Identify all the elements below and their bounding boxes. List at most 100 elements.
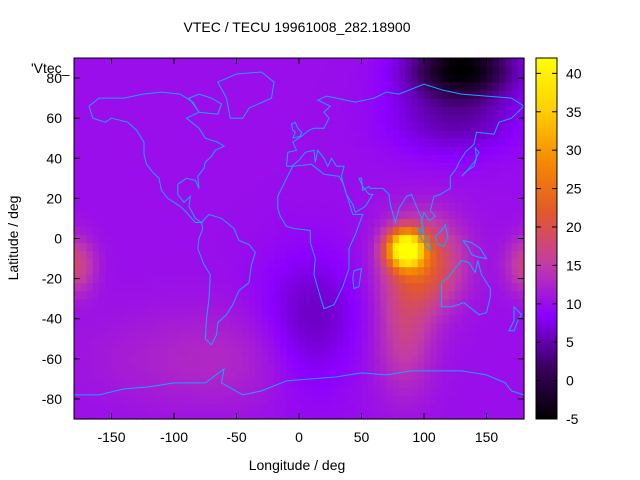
heatmap-cell: [286, 290, 294, 300]
heatmap-cell: [355, 362, 363, 372]
heatmap-cell: [255, 258, 263, 268]
heatmap-cell: [480, 178, 488, 187]
heatmap-cell: [230, 386, 238, 396]
heatmap-cell: [424, 362, 431, 372]
heatmap-cell: [392, 218, 400, 228]
heatmap-cell: [480, 210, 488, 220]
heatmap-cell: [236, 394, 244, 404]
heatmap-cell: [386, 114, 394, 123]
heatmap-cell: [317, 306, 325, 316]
heatmap-cell: [142, 298, 150, 308]
heatmap-cell: [424, 290, 431, 300]
heatmap-cell: [480, 330, 488, 340]
heatmap-cell: [99, 106, 106, 115]
heatmap-cell: [149, 186, 156, 195]
heatmap-cell: [99, 154, 106, 163]
heatmap-cell: [211, 138, 219, 147]
heatmap-cell: [130, 178, 138, 187]
heatmap-cell: [330, 98, 338, 107]
heatmap-cell: [467, 130, 475, 139]
heatmap-cell: [267, 378, 275, 388]
heatmap-cell: [411, 234, 419, 244]
heatmap-cell: [336, 298, 344, 308]
heatmap-cell: [161, 98, 169, 107]
heatmap-cell: [430, 250, 438, 260]
heatmap-cell: [499, 354, 506, 364]
heatmap-cell: [367, 274, 375, 284]
heatmap-cell: [205, 130, 213, 139]
heatmap-cell: [442, 154, 450, 163]
heatmap-cell: [211, 378, 219, 388]
heatmap-cell: [486, 362, 494, 372]
heatmap-cell: [280, 362, 288, 372]
heatmap-cell: [436, 66, 444, 75]
heatmap-cell: [405, 82, 413, 91]
heatmap-cell: [242, 138, 250, 147]
colorbar-gradient: [535, 57, 558, 420]
heatmap-cell: [130, 274, 138, 284]
heatmap-cell: [324, 194, 331, 203]
heatmap-cell: [386, 66, 394, 75]
heatmap-cell: [480, 106, 488, 115]
heatmap-cell: [430, 138, 438, 147]
heatmap-cell: [430, 306, 438, 316]
heatmap-cell: [405, 250, 413, 260]
heatmap-cell: [342, 106, 350, 115]
heatmap-cell: [349, 122, 356, 131]
heatmap-cell: [242, 306, 250, 316]
heatmap-cell: [367, 354, 375, 364]
heatmap-cell: [511, 218, 519, 228]
heatmap-cell: [192, 346, 200, 356]
heatmap-cell: [399, 282, 406, 292]
heatmap-cell: [411, 82, 419, 91]
heatmap-cell: [311, 82, 319, 91]
heatmap-cell: [274, 362, 281, 372]
heatmap-cell: [336, 194, 344, 203]
heatmap-cell: [161, 338, 169, 348]
heatmap-cell: [355, 82, 363, 91]
heatmap-cell: [480, 130, 488, 139]
heatmap-cell: [436, 386, 444, 396]
heatmap-cell: [161, 266, 169, 276]
heatmap-cell: [242, 362, 250, 372]
heatmap-cell: [336, 274, 344, 284]
heatmap-cell: [267, 346, 275, 356]
heatmap-cell: [486, 242, 494, 252]
heatmap-cell: [361, 370, 369, 380]
heatmap-cell: [155, 394, 163, 404]
heatmap-cell: [367, 146, 375, 155]
heatmap-cell: [217, 306, 225, 316]
heatmap-cell: [180, 274, 188, 284]
heatmap-cell: [424, 378, 431, 388]
heatmap-cell: [386, 146, 394, 155]
heatmap-cell: [417, 194, 425, 203]
heatmap-cell: [142, 258, 150, 268]
heatmap-cell: [86, 242, 94, 252]
heatmap-cell: [155, 378, 163, 388]
heatmap-cell: [480, 66, 488, 75]
heatmap-cell: [249, 346, 256, 356]
x-tick-label: 50: [354, 429, 370, 445]
heatmap-cell: [499, 258, 506, 268]
heatmap-cell: [199, 162, 206, 171]
heatmap-cell: [367, 106, 375, 115]
heatmap-cell: [442, 410, 450, 420]
heatmap-cell: [167, 130, 175, 139]
heatmap-cell: [142, 338, 150, 348]
heatmap-cell: [124, 370, 131, 380]
heatmap-cell: [186, 114, 194, 123]
heatmap-cell: [436, 162, 444, 171]
heatmap-cell: [386, 282, 394, 292]
heatmap-cell: [230, 90, 238, 99]
heatmap-cell: [217, 82, 225, 91]
heatmap-cell: [417, 386, 425, 396]
heatmap-cell: [480, 338, 488, 348]
heatmap-cell: [130, 130, 138, 139]
heatmap-cell: [255, 138, 263, 147]
heatmap-cell: [424, 202, 431, 212]
heatmap-cell: [111, 394, 119, 404]
heatmap-cell: [474, 90, 481, 99]
heatmap-cell: [430, 82, 438, 91]
heatmap-cell: [474, 378, 481, 388]
heatmap-cell: [311, 106, 319, 115]
